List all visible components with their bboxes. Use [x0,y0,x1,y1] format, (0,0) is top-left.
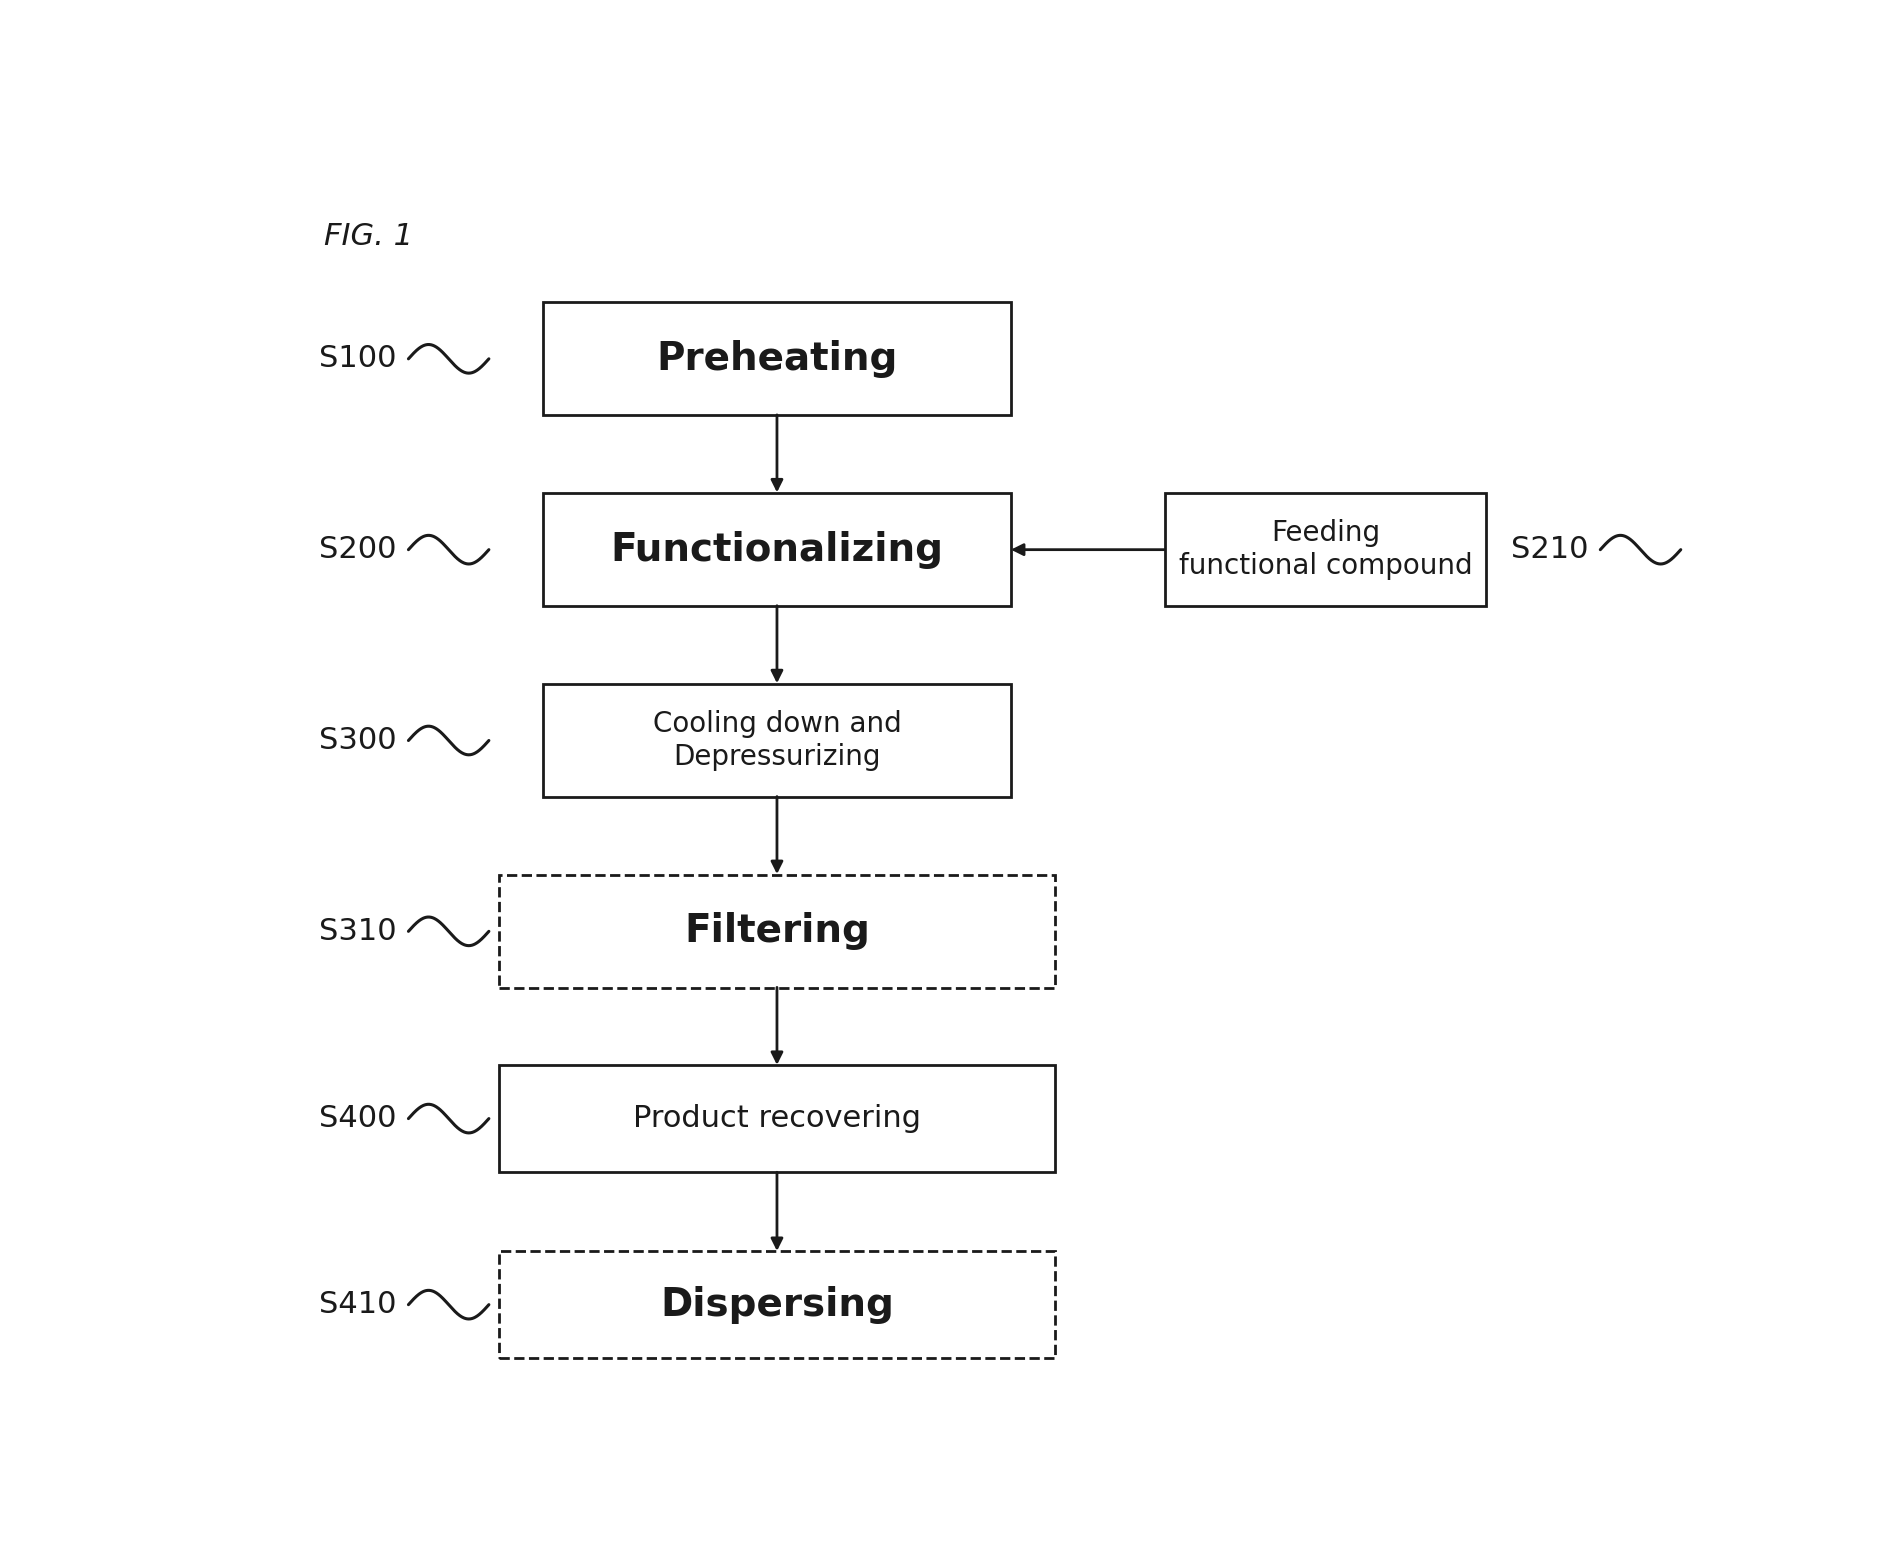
Text: S300: S300 [319,726,396,754]
Text: Filtering: Filtering [683,912,870,951]
Text: Cooling down and
Depressurizing: Cooling down and Depressurizing [653,711,902,771]
FancyBboxPatch shape [543,493,1011,606]
Text: Dispersing: Dispersing [660,1286,894,1324]
FancyBboxPatch shape [498,1064,1055,1173]
Text: Product recovering: Product recovering [632,1104,921,1134]
FancyBboxPatch shape [543,302,1011,415]
Text: S400: S400 [319,1104,396,1134]
FancyBboxPatch shape [543,683,1011,798]
Text: S310: S310 [319,917,396,946]
Text: S410: S410 [319,1290,396,1320]
FancyBboxPatch shape [498,875,1055,988]
Text: FIG. 1: FIG. 1 [325,222,413,251]
Text: Preheating: Preheating [657,339,898,378]
Text: S100: S100 [319,344,396,373]
FancyBboxPatch shape [1164,493,1487,606]
Text: S210: S210 [1511,534,1589,564]
FancyBboxPatch shape [498,1252,1055,1358]
Text: Functionalizing: Functionalizing [611,531,944,568]
Text: S200: S200 [319,534,396,564]
Text: Feeding
functional compound: Feeding functional compound [1179,519,1472,579]
